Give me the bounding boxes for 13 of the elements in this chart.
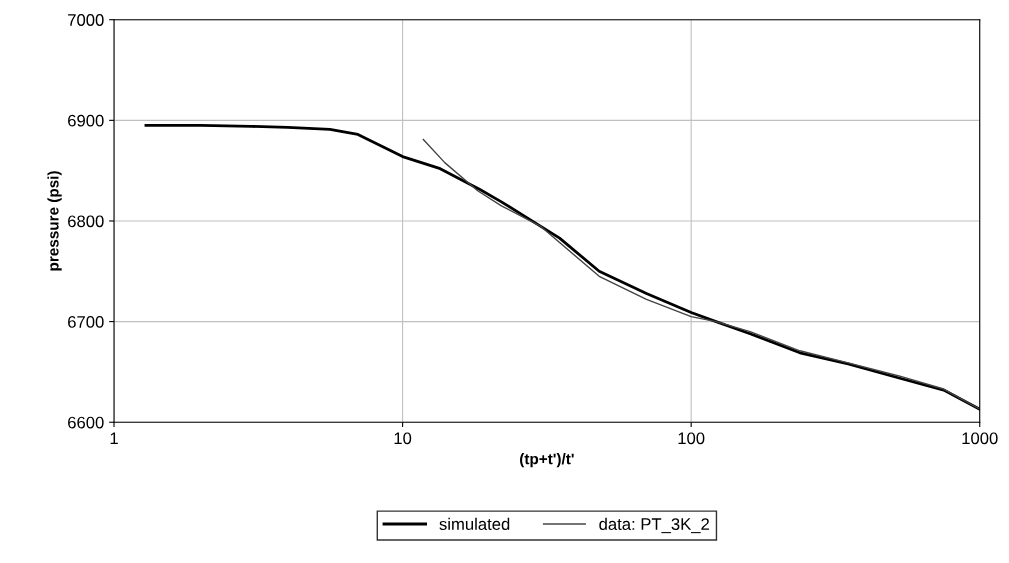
y-tick-label: 6800 <box>68 215 104 228</box>
x-tick-label: 100 <box>678 432 705 445</box>
y-tick-label: 6700 <box>68 316 104 328</box>
x-tick-label: 1 <box>110 432 118 445</box>
x-tick-label: 1000 <box>962 432 998 445</box>
legend-label: data: PT_3K_2 <box>599 517 709 534</box>
x-tick-label: 10 <box>394 432 412 445</box>
x-axis-title: (tp+t')/t' <box>520 453 574 468</box>
legend-label: simulated <box>439 517 510 530</box>
y-tick-label: 6600 <box>68 416 104 429</box>
y-tick-label: 6900 <box>68 114 104 127</box>
y-axis-title: pressure (psi) <box>47 171 62 271</box>
y-tick-label: 7000 <box>68 14 104 26</box>
